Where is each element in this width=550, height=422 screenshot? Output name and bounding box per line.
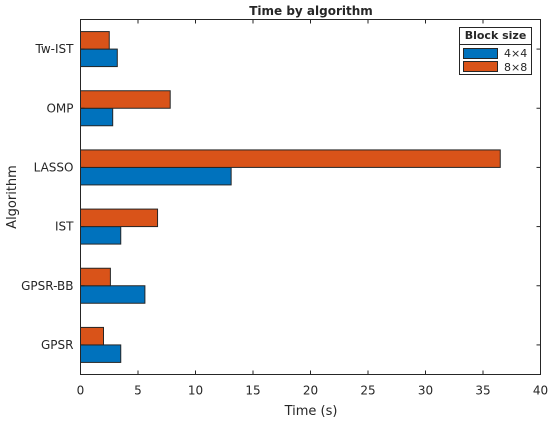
x-tick-label-40: 40 [533,384,548,398]
bar-gpsr-8-8 [80,326,104,346]
bar-gpsr-bb-8-8 [80,267,111,287]
legend-label-4x4: 4×4 [504,47,527,60]
y-axis: GPSR GPSR-BB IST LASSO OMP Tw-IST [21,42,541,352]
x-tick-label-30: 30 [418,384,433,398]
y-tick-label-tw-ist: Tw-IST [35,42,75,56]
legend-title: Block size [465,29,527,42]
y-tick-label-gpsr-bb: GPSR-BB [21,279,73,293]
x-tick-label-25: 25 [360,384,375,398]
legend-swatch-4x4 [463,48,498,59]
bar-ist-4-4 [80,226,122,245]
chart-title: Time by algorithm [249,4,373,18]
y-tick-label-ist: IST [55,220,74,234]
bar-lasso-8-8 [80,149,501,168]
x-tick-label-15: 15 [245,384,260,398]
bar-tw-ist-4-4 [80,48,118,68]
y-axis-title: Algorithm [5,165,20,229]
x-axis: 0 5 10 15 20 25 30 35 40 [77,19,548,398]
x-tick-label-20: 20 [303,384,318,398]
y-tick-label-omp: OMP [46,101,73,115]
bar-gpsr-bb-4-4 [80,285,146,304]
x-tick-label-5: 5 [134,384,142,398]
y-tick-label-lasso: LASSO [34,160,74,174]
bar-ist-8-8 [80,208,159,228]
bar-lasso-4-4 [80,166,232,186]
y-tick-label-gpsr: GPSR [41,338,74,352]
x-tick-label-10: 10 [188,384,203,398]
bar-omp-8-8 [80,90,171,109]
legend-swatch-8x8 [463,61,498,72]
bars-group [80,31,501,363]
x-tick-label-35: 35 [475,384,490,398]
legend: Block size 4×4 8×8 [459,27,532,75]
x-tick-label-0: 0 [77,384,85,398]
x-axis-title: Time (s) [284,404,338,419]
bar-tw-ist-8-8 [80,31,110,50]
bar-omp-4-4 [80,107,114,127]
legend-label-8x8: 8×8 [504,61,527,74]
bar-gpsr-4-4 [80,344,122,363]
